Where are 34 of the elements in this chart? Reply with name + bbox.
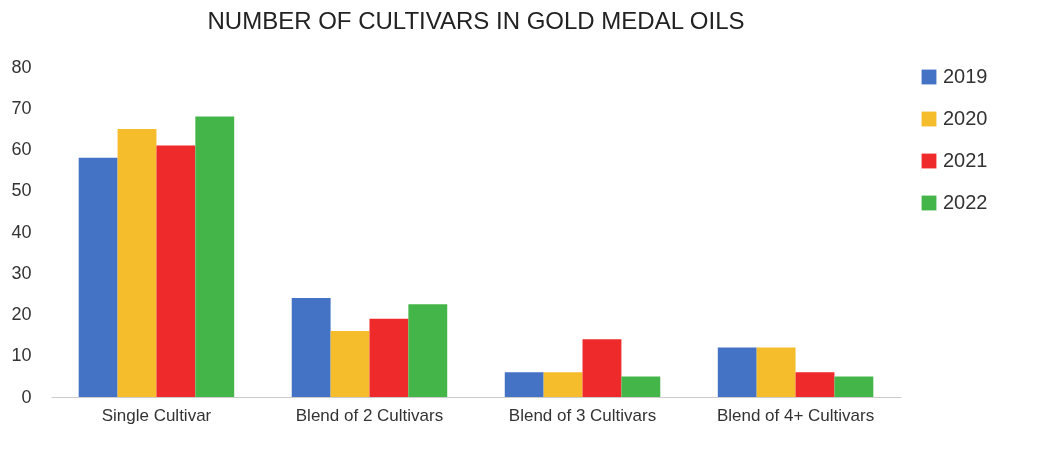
bar [621,376,661,397]
bar [78,157,118,397]
legend-label: 2022 [943,191,988,213]
legend-label: 2020 [943,107,988,129]
x-tick-label: Blend of 4+ Cultivars [716,405,875,425]
bar [582,339,622,397]
bar [504,372,544,397]
y-tick-label: 70 [11,97,32,118]
y-tick-label: 20 [11,304,32,324]
y-tick-label: 60 [11,139,32,159]
bar [834,376,874,397]
chart-title: NUMBER OF CULTIVARS IN GOLD MEDAL OILS [207,7,745,34]
y-tick-label: 10 [11,345,32,366]
bar [156,145,196,397]
x-tick-label: Blend of 3 Cultivars [508,405,657,425]
y-tick-label: 80 [11,56,32,77]
bar [369,318,409,397]
legend-label: 2019 [943,65,988,87]
bar [543,372,583,397]
bar [330,331,370,397]
bar [195,116,235,397]
y-tick-label: 0 [21,386,32,407]
x-tick-label: Single Cultivar [101,405,212,425]
legend-label: 2021 [943,149,988,171]
bar [291,298,331,397]
bar [717,347,757,397]
bar [756,347,796,397]
bar [408,304,448,397]
y-tick-label: 50 [11,180,32,201]
bar [795,372,835,397]
x-tick-label: Blend of 2 Cultivars [295,405,444,425]
y-tick-label: 40 [11,221,32,242]
y-tick-label: 30 [11,262,32,283]
bar [117,128,157,397]
